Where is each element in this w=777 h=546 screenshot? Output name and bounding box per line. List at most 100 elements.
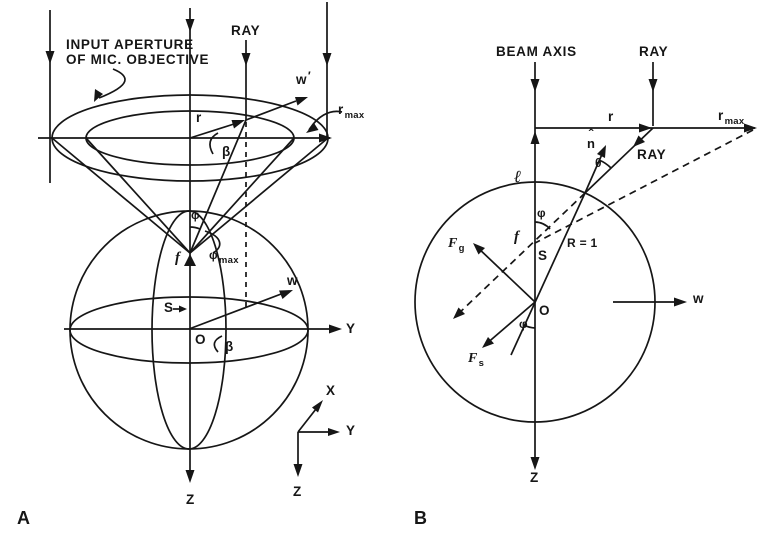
- input-aperture-label: INPUT APERTURE OF MIC. OBJECTIVE: [66, 37, 210, 67]
- input-aperture-line2: OF MIC. OBJECTIVE: [66, 51, 210, 67]
- r-max-base-b: r: [718, 108, 724, 123]
- input-aperture-leader: [98, 68, 126, 99]
- inset-x-label: X: [326, 383, 336, 398]
- r-max-base-a: r: [338, 102, 344, 117]
- origin-label-b: O: [539, 303, 550, 318]
- w-prime-arrowhead: [295, 97, 308, 106]
- ray-continuation-dashed: [455, 192, 586, 317]
- panel-b-linework: [414, 62, 755, 466]
- panel-a-arrowheads: [45, 19, 342, 483]
- z-axis-label-b: Z: [530, 470, 539, 485]
- z-axis-arrowhead-a: [185, 470, 195, 483]
- r-max-sub-a: max: [344, 110, 365, 121]
- radius-line: [510, 192, 586, 356]
- r-max-leader-arrowhead: [306, 123, 319, 133]
- r-label-a: r: [196, 110, 202, 125]
- focus-marker-triangle: [184, 254, 196, 266]
- scatter-force-base: F: [468, 351, 478, 366]
- panel-b-label: B: [414, 508, 427, 528]
- inset-y-arrowhead: [328, 428, 340, 436]
- ray-a-arrowhead: [241, 53, 251, 66]
- beam-axis-label: BEAM AXIS: [496, 44, 577, 59]
- r-max-sub-b: max: [724, 116, 745, 127]
- y-axis-arrowhead: [329, 324, 342, 334]
- w-prime-mark: ′: [307, 69, 311, 83]
- beam-axis-up-arrowhead: [530, 131, 540, 144]
- w-label-a: w: [287, 273, 298, 288]
- gradient-force-sub: g: [458, 243, 465, 254]
- normal-vector-arrowhead: [597, 145, 606, 158]
- beta-equator-label: β: [225, 339, 234, 354]
- phi-max-leader: [204, 230, 221, 254]
- axis-top-arrowhead: [185, 19, 195, 32]
- phi-max-label: φmax: [209, 248, 239, 266]
- phi-max-sub: max: [218, 255, 239, 266]
- inset-x-arrowhead: [312, 400, 323, 413]
- scatter-force-sub: s: [478, 358, 485, 369]
- focus-label-a: f: [175, 250, 181, 266]
- phi-max-base: φ: [209, 248, 218, 262]
- input-aperture-line1: INPUT APERTURE: [66, 37, 194, 52]
- w-prime-vector-line: [245, 100, 297, 121]
- converging-ray-line: [189, 119, 247, 254]
- gradient-force-label: Fg: [448, 236, 465, 254]
- inset-z-label: Z: [293, 484, 302, 499]
- inset-x-line: [297, 408, 317, 433]
- r-vector-line: [189, 123, 235, 139]
- beta-equator-angle-mark: [213, 335, 223, 353]
- inset-y-label: Y: [346, 423, 356, 438]
- w-vector-line-a: [188, 290, 290, 330]
- sphere-equator-ellipse: [69, 296, 309, 364]
- z-axis-arrowhead-b: [530, 457, 540, 470]
- y-axis-label-a: Y: [346, 321, 356, 336]
- phi-origin-label: φ: [519, 317, 528, 331]
- ray-label-a: RAY: [231, 23, 261, 38]
- s-label-b: S: [538, 248, 548, 263]
- r-label-b: r: [608, 109, 614, 124]
- phi-label-a: φ: [191, 208, 200, 222]
- w-axis-arrowhead-b: [674, 297, 687, 307]
- panel-a-linework: [38, 2, 343, 470]
- theta-label: θ: [595, 156, 602, 170]
- phi-origin-arc: [523, 324, 536, 329]
- focus-label-b: f: [514, 229, 520, 245]
- sphere-outline: [69, 210, 309, 450]
- scatter-force-arrowhead: [482, 337, 494, 348]
- incident-ray-arrowhead: [633, 135, 645, 147]
- cone-edge-inner-left: [85, 137, 191, 254]
- aperture-plane-arrowhead: [319, 133, 332, 143]
- s-label-a: S: [164, 300, 174, 315]
- input-aperture-leader-arrowhead: [94, 89, 103, 102]
- w-prime-base: w: [296, 72, 307, 87]
- beta-aperture-angle-mark: [209, 132, 219, 155]
- phi-angle-arc-a: [189, 226, 201, 230]
- phi-focus-arc: [534, 221, 551, 230]
- r-vector-arrowhead: [231, 120, 245, 129]
- cone-edge-inner-right: [189, 137, 295, 254]
- s-pointer-arrowhead: [179, 305, 187, 313]
- beta-aperture-label: β: [222, 144, 231, 159]
- z-axis-label-a: Z: [186, 492, 195, 507]
- radius-label: R = 1: [567, 236, 598, 250]
- cone-edge-outer-left: [51, 137, 191, 254]
- panel-a-label: A: [17, 508, 30, 528]
- ray-b-arrowhead: [648, 79, 658, 92]
- sphere-meridian-ellipse: [151, 210, 227, 450]
- r-max-label-a: rmax: [338, 102, 365, 121]
- beam-axis-down-arrowhead: [530, 79, 540, 92]
- w-label-b: w: [693, 291, 704, 306]
- ray-label-b-incident: RAY: [637, 147, 667, 162]
- w-prime-label: w′: [296, 70, 311, 88]
- ray-continuation-arrowhead: [453, 307, 465, 319]
- panel-b-arrowheads: [453, 79, 757, 470]
- n-hat-base: n: [587, 136, 596, 151]
- normal-vector-line: [584, 151, 604, 194]
- ray-label-b-top: RAY: [639, 44, 669, 59]
- origin-label-a: O: [195, 332, 206, 347]
- left-ray-arrowhead: [45, 51, 55, 64]
- right-ray-arrowhead: [322, 53, 332, 66]
- scatter-force-label: Fs: [468, 351, 485, 369]
- gradient-force-line: [475, 245, 536, 303]
